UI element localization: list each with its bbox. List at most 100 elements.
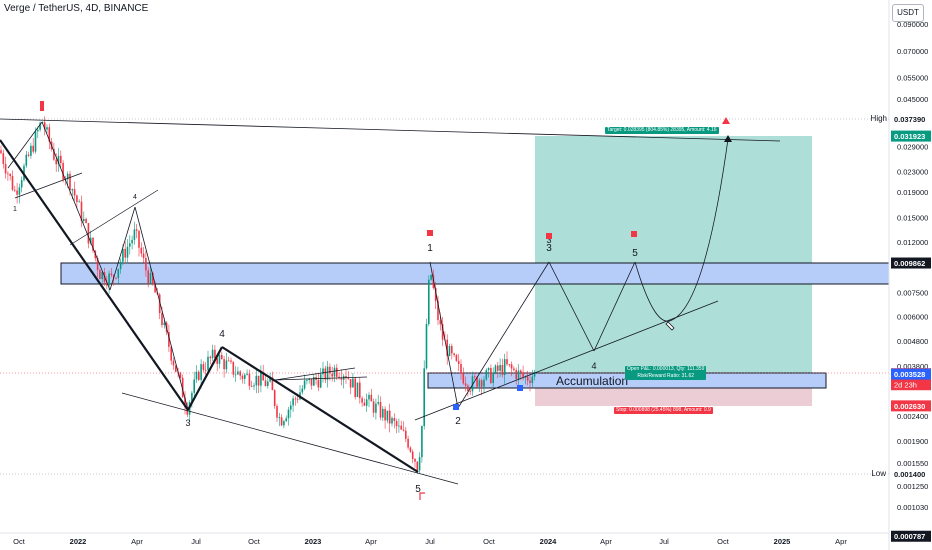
candle-body — [391, 417, 393, 424]
candle-body — [356, 382, 359, 397]
candle — [331, 366, 333, 382]
candle-body — [14, 189, 16, 191]
candle-body — [469, 390, 471, 392]
candle-body — [372, 401, 375, 413]
x-tick-label: Jul — [425, 537, 435, 546]
candle — [483, 376, 485, 393]
candle-body — [395, 421, 398, 427]
candle — [506, 351, 508, 366]
candle — [349, 378, 352, 395]
candle-body — [370, 394, 373, 402]
candle-body — [494, 365, 497, 373]
candle-body — [55, 159, 57, 165]
candle-body — [225, 360, 228, 370]
candle — [382, 405, 384, 421]
candle — [234, 366, 237, 382]
target-top-marker — [722, 117, 730, 124]
candle-body — [446, 339, 448, 356]
candle — [492, 367, 494, 387]
candle-body — [193, 379, 195, 393]
candle — [271, 371, 274, 391]
candle-body — [480, 380, 483, 387]
candle — [451, 343, 453, 360]
y-tick-label: 0.023000 — [897, 168, 928, 177]
candle-body — [232, 361, 235, 375]
low-label: Low — [871, 469, 886, 478]
candle — [25, 150, 28, 168]
chart-title: Verge / TetherUS, 4D, BINANCE — [4, 3, 149, 14]
candle — [409, 446, 412, 453]
candle — [398, 418, 400, 433]
candle — [322, 361, 324, 383]
candle-body — [57, 155, 60, 165]
candle-body — [34, 131, 37, 152]
candle-body — [273, 390, 276, 406]
candle — [78, 199, 80, 203]
candle — [503, 353, 506, 384]
price-marker-bg — [891, 400, 931, 412]
price-marker-bg — [891, 257, 931, 269]
candle — [430, 274, 432, 281]
candle-body — [287, 409, 290, 419]
candle — [195, 365, 198, 384]
candle-body — [501, 364, 504, 376]
candle — [393, 413, 396, 429]
lower-channel-line — [121, 392, 459, 485]
candle — [276, 403, 278, 422]
candle-body — [448, 346, 451, 356]
candle-body — [384, 408, 386, 421]
small-wave-label-1: 1 — [13, 206, 17, 213]
candle — [531, 369, 534, 387]
x-tick-label: 2022 — [70, 537, 87, 546]
candle-body — [301, 388, 304, 393]
candle — [46, 124, 48, 134]
candle-body — [39, 122, 41, 130]
candle-body — [184, 397, 186, 407]
candle-body — [303, 380, 306, 389]
candle — [303, 374, 306, 391]
candle-body — [257, 375, 260, 386]
candle-body — [474, 376, 476, 378]
currency-button[interactable]: USDT — [892, 4, 924, 22]
projection-1 — [457, 261, 550, 409]
candle-body — [508, 364, 511, 366]
candle — [386, 410, 389, 424]
candle-body — [283, 421, 285, 426]
wave-line-a — [7, 121, 43, 169]
high-label: High — [870, 114, 887, 123]
candle-body — [145, 258, 147, 271]
candle-body — [319, 374, 322, 388]
candle — [515, 367, 517, 385]
candle-body — [326, 366, 329, 380]
candle-body — [73, 189, 76, 196]
candle — [471, 371, 474, 396]
candle — [117, 268, 120, 284]
candle — [379, 396, 382, 421]
candle-body — [405, 430, 407, 439]
y-tick-label: 0.045000 — [897, 95, 928, 104]
candle — [60, 150, 62, 168]
candle-body — [237, 371, 239, 375]
candle-body — [421, 426, 423, 458]
candle-body — [402, 429, 405, 431]
candle-body — [9, 173, 11, 177]
candle — [324, 365, 327, 384]
candle — [464, 376, 467, 392]
candle — [39, 121, 41, 132]
candle — [248, 369, 251, 390]
candle-body — [352, 378, 354, 388]
candle-body — [250, 385, 253, 387]
candle-body — [375, 403, 377, 413]
candle-body — [53, 149, 55, 160]
candle-body — [471, 376, 474, 392]
candle — [425, 318, 428, 370]
price-marker-label: 0.037390 — [894, 115, 925, 124]
candle-body — [202, 364, 205, 370]
price-marker-bg — [891, 468, 931, 480]
candle-body — [161, 313, 163, 326]
candle-body — [476, 377, 478, 387]
candle-body — [386, 410, 389, 421]
candle-body — [269, 377, 271, 382]
